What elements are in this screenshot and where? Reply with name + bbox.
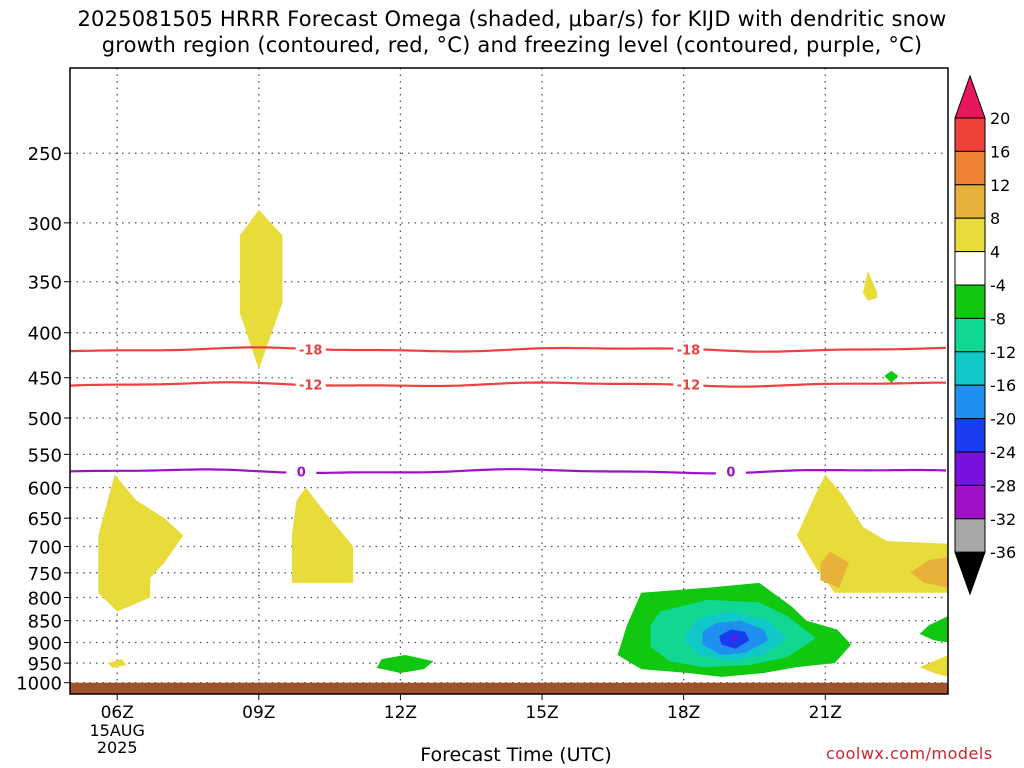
omega-region (919, 655, 948, 677)
x-date-label: 2025 (97, 738, 138, 757)
omega-region (291, 487, 354, 583)
x-tick-label: 21Z (809, 703, 842, 723)
x-tick-label: 12Z (384, 703, 417, 723)
omega-region (919, 616, 948, 643)
colorbar-block (954, 317, 986, 353)
contour-label: -18 (677, 344, 701, 359)
y-tick-label: 250 (28, 144, 62, 165)
colorbar-block (954, 418, 986, 453)
colorbar-bottom-arrow (954, 551, 986, 596)
colorbar-label: -8 (990, 309, 1006, 328)
contour-label-bg (673, 376, 704, 393)
chart-title-line-1: 2025081505 HRRR Forecast Omega (shaded, … (77, 7, 947, 31)
colorbar-block (954, 451, 986, 486)
colorbar-label: -12 (990, 343, 1016, 362)
y-tick-label: 1000 (16, 674, 62, 695)
y-tick-label: 700 (28, 537, 62, 558)
colorbar-block (954, 518, 986, 553)
x-tick-label: 15Z (525, 703, 558, 723)
omega-region (863, 270, 878, 301)
x-axis-title-text: Forecast Time (UTC) (420, 744, 612, 766)
colorbar-label: -20 (990, 410, 1016, 429)
colorbar-label: -24 (990, 443, 1016, 462)
omega-region (98, 474, 184, 612)
y-tick-label: 750 (28, 564, 62, 585)
contour-line (70, 381, 946, 388)
contour-label: 0 (297, 465, 306, 480)
omega-region (910, 557, 948, 588)
contour-label-bg (295, 376, 326, 393)
chart-title: 2025081505 HRRR Forecast Omega (shaded, … (0, 6, 1024, 58)
colorbar-top-arrow (954, 74, 986, 119)
contour-label-bg (715, 463, 746, 480)
contour-label: -12 (299, 378, 323, 393)
contour-label-bg (286, 463, 317, 480)
source-credit[interactable]: coolwx.com/models (826, 744, 993, 763)
chart-title-line-2: growth region (contoured, red, °C) and f… (101, 33, 923, 57)
y-tick-label: 900 (28, 633, 62, 654)
omega-region (107, 659, 127, 668)
y-tick-label: 450 (28, 369, 62, 390)
colorbar-label: -36 (990, 543, 1016, 562)
contour-line (70, 346, 947, 353)
omega-region (239, 209, 283, 370)
grid-lines (70, 68, 948, 694)
contour-label: 0 (726, 465, 735, 480)
y-tick-label: 600 (28, 479, 62, 500)
colorbar-label: 16 (990, 142, 1010, 161)
y-tick-label: 300 (28, 214, 62, 235)
colorbar-block (954, 184, 986, 219)
y-tick-label: 500 (28, 409, 62, 430)
colorbar-block (954, 484, 986, 520)
omega-shading (98, 209, 948, 677)
y-tick-label: 800 (28, 588, 62, 609)
y-tick-label: 950 (28, 654, 62, 675)
colorbar-block (954, 117, 986, 152)
x-tick-label: 18Z (667, 703, 700, 723)
y-axis: 2503003504004505005506006507007508008509… (16, 144, 70, 695)
colorbar-block (954, 150, 986, 186)
colorbar-label: -4 (990, 276, 1006, 295)
omega-region (730, 636, 738, 642)
colorbar-block (954, 217, 986, 253)
plot-frame (69, 67, 949, 695)
x-tick-label: 09Z (242, 703, 275, 723)
colorbar-label: 20 (990, 109, 1010, 128)
colorbar-block (954, 351, 986, 386)
contour-label: -12 (677, 378, 701, 393)
contour-line (70, 468, 947, 475)
colorbar-label: 12 (990, 176, 1010, 195)
colorbar: 20 16 12 8 4 -4 -8 -12 -16 -20 -24 -28 -32 -36 (954, 74, 1016, 596)
terrain-band (70, 682, 948, 694)
contour-label-bg (673, 341, 704, 358)
colorbar-label: -28 (990, 476, 1016, 495)
omega-region (820, 551, 849, 588)
omega-region (884, 370, 899, 383)
colorbar-label: 8 (990, 209, 1000, 228)
x-tick-label: 06Z (101, 703, 134, 723)
colorbar-block (954, 251, 986, 286)
colorbar-block (954, 384, 986, 420)
colorbar-block (954, 284, 986, 319)
y-tick-label: 350 (28, 273, 62, 294)
colorbar-label: 4 (990, 243, 1000, 262)
y-tick-label: 850 (28, 612, 62, 633)
contour-label-bg (295, 341, 326, 358)
contour-label: -18 (299, 344, 323, 359)
y-tick-label: 550 (28, 445, 62, 466)
y-tick-label: 400 (28, 324, 62, 345)
terrain (70, 682, 948, 694)
temperature-contours: -18 -18 -12 -12 0 0 (70, 341, 947, 480)
y-tick-label: 650 (28, 509, 62, 530)
x-date-label: 15AUG (89, 721, 144, 740)
colorbar-label: -16 (990, 376, 1016, 395)
x-axis-title: Forecast Time (UTC) (0, 744, 1024, 766)
colorbar-label: -32 (990, 510, 1016, 529)
omega-region (376, 655, 434, 673)
